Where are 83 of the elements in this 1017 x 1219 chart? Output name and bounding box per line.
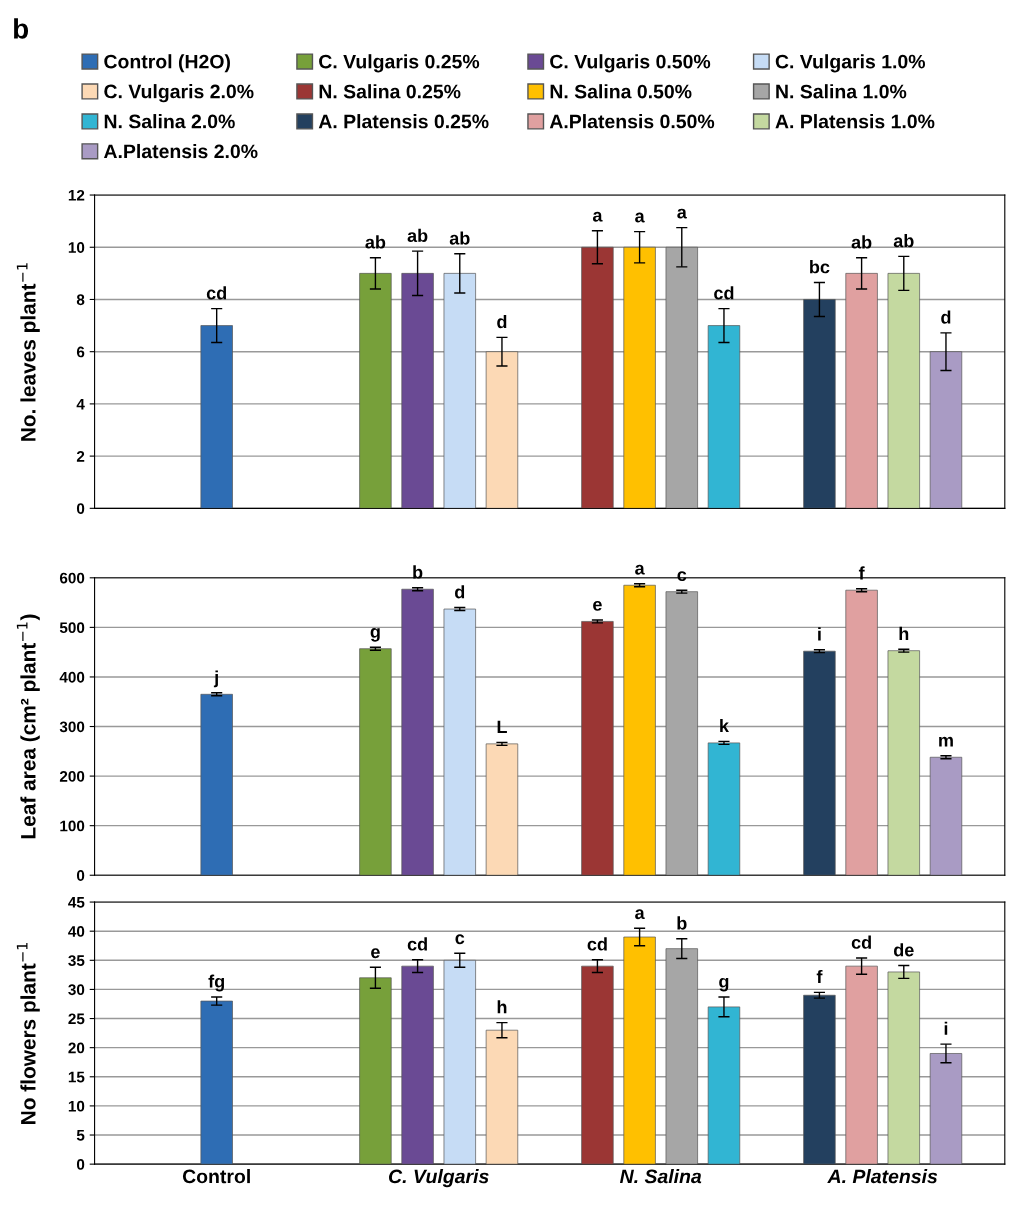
data-label: d [455, 585, 465, 599]
y-tick-label: 5 [76, 1130, 85, 1141]
y-tick-label: 600 [59, 572, 85, 584]
legend-label: N. Salina 2.0% [104, 114, 235, 129]
data-label: g [719, 977, 729, 992]
data-label: f [858, 566, 865, 580]
legend-label: N. Salina 0.25% [319, 84, 461, 99]
data-label: de [893, 943, 914, 957]
data-label: ab [449, 231, 470, 245]
data-label: c [455, 934, 465, 945]
legend-label: C. Vulgaris 1.0% [775, 54, 926, 73]
y-tick-label: 0 [76, 503, 85, 515]
data-label: a [635, 212, 645, 223]
legend-label: N. Salina 0.50% [550, 84, 692, 99]
data-label: fg [208, 974, 224, 992]
data-label: cd [206, 286, 227, 300]
y-tick-label: 25 [68, 1013, 85, 1025]
y-axis-title: Leaf area (cm² plant$^{−1}$) [16, 614, 40, 839]
legend-label: C. Vulgaris 0.50% [550, 54, 711, 73]
data-label: a [677, 208, 687, 219]
data-label: d [941, 310, 951, 324]
y-tick-label: 12 [68, 189, 85, 201]
y-tick-label: 200 [59, 770, 85, 782]
data-label: cd [587, 937, 607, 951]
y-tick-label: 10 [68, 242, 85, 253]
y-tick-label: 500 [59, 622, 85, 634]
y-tick-label: 400 [59, 671, 85, 683]
data-label: ab [851, 235, 872, 249]
data-label: L [497, 720, 507, 734]
y-tick-label: 40 [68, 926, 85, 937]
y-tick-label: 30 [68, 984, 85, 996]
legend-label: C. Vulgaris 2.0% [104, 84, 254, 103]
legend-label: A. Platensis 0.25% [318, 114, 489, 129]
y-axis-title: No. leaves plant$^{−1}$ [16, 263, 40, 441]
data-label: b [677, 916, 687, 930]
data-label: a [635, 564, 645, 575]
y-tick-label: 300 [59, 721, 85, 733]
x-tick-label: Control [182, 1169, 250, 1184]
data-label: d [497, 314, 507, 329]
y-tick-label: 35 [68, 955, 85, 967]
data-label: e [593, 600, 602, 611]
data-label: i [818, 627, 821, 641]
y-tick-label: 2 [76, 450, 85, 462]
legend-label: A. Platensis 1.0% [775, 114, 935, 129]
data-label: cd [851, 935, 871, 949]
data-label: e [371, 948, 380, 959]
data-label: ab [893, 234, 914, 248]
x-tick-label: N. Salina [619, 1169, 702, 1184]
y-tick-label: 45 [68, 897, 85, 908]
data-label: h [899, 626, 909, 640]
legend-label: N. Salina 1.0% [776, 84, 907, 99]
data-label: i [944, 1021, 948, 1035]
y-tick-label: 10 [68, 1100, 85, 1112]
legend-label: C. Vulgaris 0.25% [319, 54, 480, 73]
data-label: a [592, 211, 603, 222]
y-tick-label: 8 [76, 294, 85, 306]
data-label: a [635, 909, 645, 920]
x-tick-label: C. Vulgaris [389, 1169, 489, 1188]
data-label: cd [407, 937, 427, 951]
y-tick-label: 100 [60, 820, 85, 832]
legend-label: A.Platensis 0.50% [549, 114, 715, 129]
y-tick-label: 20 [68, 1042, 85, 1054]
y-tick-label: 6 [76, 346, 85, 358]
data-label: b [413, 565, 423, 579]
data-label: g [370, 628, 380, 642]
legend-label: Control (H2O) [104, 54, 230, 73]
data-label: cd [714, 286, 734, 300]
data-label: j [213, 670, 218, 688]
data-label: ab [365, 235, 386, 249]
text: b [14, 18, 29, 39]
data-label: ab [407, 228, 428, 243]
data-label: bc [810, 260, 830, 274]
y-tick-label: 15 [68, 1071, 85, 1083]
y-axis-title: No flowers plant$^{−1}$ [16, 942, 40, 1124]
y-tick-label: 0 [76, 870, 85, 881]
data-label: h [497, 1000, 507, 1014]
data-label: m [939, 736, 953, 747]
y-tick-label: 0 [76, 1159, 85, 1170]
data-label: f [816, 969, 823, 984]
legend-label: A.Platensis 2.0% [103, 143, 258, 159]
x-tick-label: A. Platensis [827, 1169, 938, 1184]
y-tick-label: 4 [76, 398, 85, 410]
data-label: k [720, 719, 729, 733]
